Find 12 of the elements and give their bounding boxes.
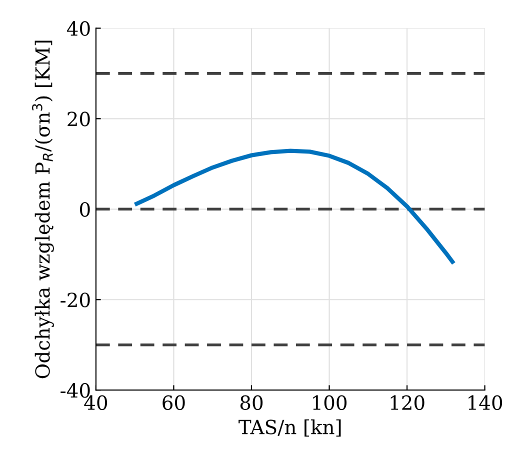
y-tick-label: 40 bbox=[66, 21, 90, 36]
x-tick-label: 120 bbox=[390, 395, 424, 410]
y-tick-label: -20 bbox=[60, 292, 90, 308]
x-tick-label: 60 bbox=[162, 395, 185, 410]
line-series bbox=[132, 148, 456, 266]
x-tick-label: 100 bbox=[313, 395, 347, 410]
x-axis-title: TAS/n [kn] bbox=[238, 419, 341, 437]
x-tick-label: 80 bbox=[240, 395, 263, 410]
y-tick-label: 0 bbox=[80, 202, 90, 217]
y-axis-title: Odchyłka względem P$_{R}$/(σn$^{3}$) [KM] bbox=[32, 40, 54, 378]
y-tick-label: 20 bbox=[68, 112, 90, 126]
x-tick-label: 140 bbox=[468, 395, 502, 410]
